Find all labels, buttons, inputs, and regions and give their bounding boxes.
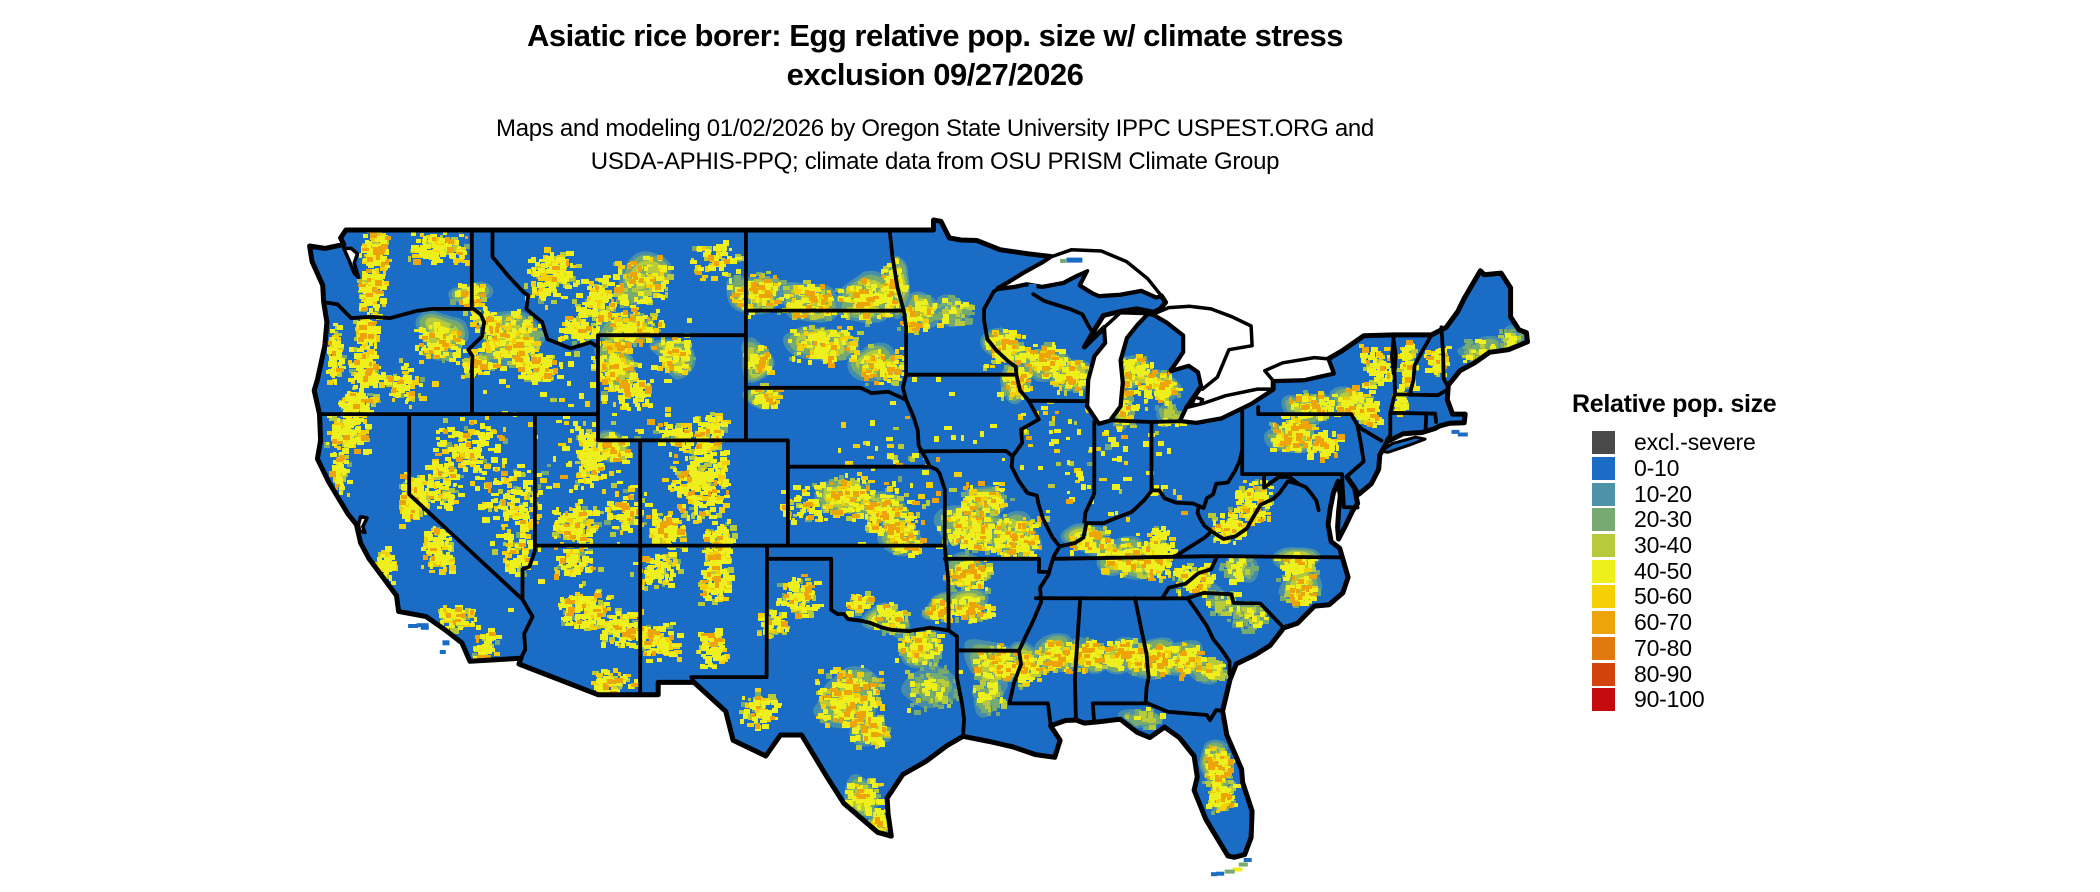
map-subtitle-line2: USDA-APHIS-PPQ; climate data from OSU PR… <box>590 148 1280 175</box>
map-title-line2: exclusion 09/27/2026 <box>786 57 1084 92</box>
legend-item: 20-30 <box>1592 507 1872 533</box>
legend-item: 0-10 <box>1592 456 1872 482</box>
legend-item: 70-80 <box>1592 634 1872 662</box>
legend-label: 50-60 <box>1634 583 1692 610</box>
legend-swatch <box>1592 585 1615 609</box>
legend-swatch <box>1592 534 1615 558</box>
legend-swatch <box>1592 636 1615 660</box>
map-title-line1: Asiatic rice borer: Egg relative pop. si… <box>527 18 1343 53</box>
legend-label: 20-30 <box>1634 506 1692 533</box>
map-title: Asiatic rice borer: Egg relative pop. si… <box>235 16 1635 94</box>
legend-swatch <box>1592 431 1615 455</box>
legend-item: 50-60 <box>1592 584 1872 610</box>
map-subtitle: Maps and modeling 01/02/2026 by Oregon S… <box>235 112 1635 178</box>
legend-item: 40-50 <box>1592 558 1872 584</box>
legend-title: Relative pop. size <box>1572 390 1777 418</box>
legend-item: 90-100 <box>1592 687 1872 713</box>
legend-item: 80-90 <box>1592 661 1872 687</box>
legend-rows: excl.-severe 0-10 10-20 20-30 30-40 40-50 50-6… <box>1592 430 1872 713</box>
legend-label: 70-80 <box>1634 634 1692 661</box>
legend-label: 10-20 <box>1634 480 1692 507</box>
title-block: Asiatic rice borer: Egg relative pop. si… <box>235 16 1635 94</box>
legend-label: 60-70 <box>1634 609 1692 636</box>
legend-label: 0-10 <box>1634 455 1680 482</box>
legend-label: excl.-severe <box>1634 429 1756 456</box>
legend-label: 40-50 <box>1634 557 1692 584</box>
legend-item: 60-70 <box>1592 610 1872 636</box>
legend-label: 30-40 <box>1634 532 1692 559</box>
legend-swatch <box>1592 457 1615 481</box>
map-subtitle-line1: Maps and modeling 01/02/2026 by Oregon S… <box>496 115 1374 142</box>
legend-label: 80-90 <box>1634 660 1692 687</box>
legend-item: excl.-severe <box>1592 430 1872 456</box>
legend-item: 10-20 <box>1592 481 1872 507</box>
legend: Relative pop. size excl.-severe 0-10 10-20… <box>1572 390 1872 713</box>
legend-swatch <box>1592 688 1615 712</box>
legend-swatch <box>1592 559 1615 583</box>
legend-item: 30-40 <box>1592 533 1872 559</box>
legend-swatch <box>1592 482 1615 506</box>
legend-swatch <box>1592 662 1615 686</box>
legend-label: 90-100 <box>1634 686 1705 713</box>
legend-swatch <box>1592 508 1615 532</box>
legend-swatch <box>1592 611 1615 635</box>
